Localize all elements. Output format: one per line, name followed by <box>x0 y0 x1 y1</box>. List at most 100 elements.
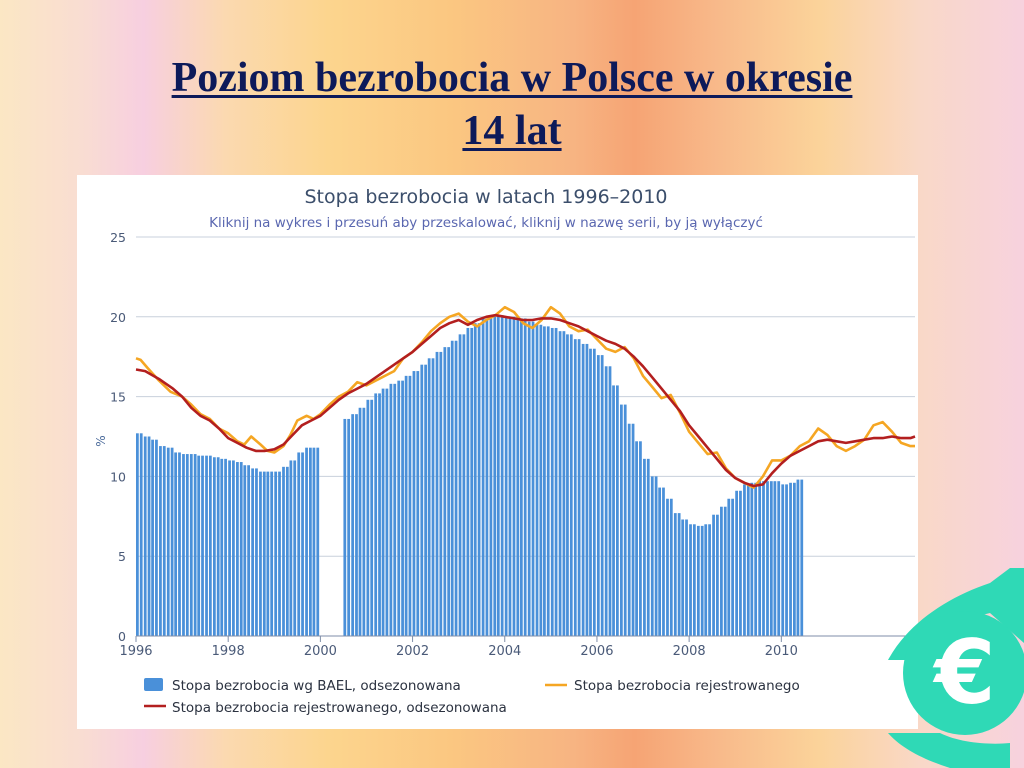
bar-bael[interactable] <box>247 465 251 636</box>
bar-bael[interactable] <box>766 481 769 636</box>
bar-bael[interactable] <box>289 460 293 636</box>
bar-bael[interactable] <box>485 318 489 636</box>
bar-bael[interactable] <box>251 468 255 636</box>
bar-bael[interactable] <box>739 490 742 636</box>
bar-bael[interactable] <box>615 385 619 636</box>
bar-bael[interactable] <box>243 465 247 636</box>
bar-bael[interactable] <box>746 484 750 636</box>
bar-bael[interactable] <box>262 471 266 636</box>
legend-label-bael[interactable]: Stopa bezrobocia wg BAEL, odsezonowana <box>172 678 461 694</box>
bar-bael[interactable] <box>681 519 685 636</box>
line-registered-sa[interactable] <box>135 313 916 488</box>
bar-bael[interactable] <box>159 446 162 636</box>
bar-bael[interactable] <box>566 334 569 636</box>
bar-bael[interactable] <box>689 524 692 636</box>
bar-bael[interactable] <box>716 514 719 636</box>
bar-bael[interactable] <box>523 318 527 636</box>
bar-bael[interactable] <box>220 458 224 636</box>
bar-bael[interactable] <box>704 524 708 636</box>
bar-bael[interactable] <box>408 375 412 636</box>
bar-bael[interactable] <box>404 375 408 636</box>
bar-bael[interactable] <box>412 371 416 636</box>
bar-bael[interactable] <box>228 460 231 636</box>
bar-bael[interactable] <box>147 436 151 637</box>
bar-bael[interactable] <box>781 484 785 636</box>
bar-bael[interactable] <box>635 441 638 636</box>
bar-bael[interactable] <box>193 454 197 636</box>
bar-bael[interactable] <box>239 462 243 636</box>
bar-bael[interactable] <box>735 490 738 636</box>
bar-bael[interactable] <box>658 487 662 636</box>
bar-bael[interactable] <box>696 525 700 636</box>
bar-bael[interactable] <box>785 484 788 636</box>
bar-bael[interactable] <box>189 454 193 636</box>
bar-bael[interactable] <box>143 436 147 637</box>
bar-bael[interactable] <box>639 441 642 636</box>
bar-bael[interactable] <box>447 347 451 636</box>
bar-bael[interactable] <box>454 340 458 636</box>
bar-bael[interactable] <box>612 385 615 636</box>
bar-bael[interactable] <box>316 447 320 636</box>
bar-bael[interactable] <box>777 481 781 636</box>
bar-bael[interactable] <box>516 316 520 636</box>
bar-bael[interactable] <box>470 327 474 636</box>
bar-bael[interactable] <box>155 439 158 636</box>
bar-bael[interactable] <box>170 447 174 636</box>
bar-bael[interactable] <box>723 506 727 636</box>
bar-bael[interactable] <box>720 506 723 636</box>
bar-bael[interactable] <box>439 351 443 636</box>
bar-bael[interactable] <box>370 399 374 636</box>
bar-bael[interactable] <box>800 479 804 636</box>
bar-bael[interactable] <box>178 452 181 636</box>
bar-bael[interactable] <box>569 334 573 636</box>
bar-bael[interactable] <box>473 323 477 636</box>
bar-bael[interactable] <box>435 351 439 636</box>
bar-bael[interactable] <box>646 458 650 636</box>
bar-bael[interactable] <box>182 454 185 636</box>
bar-bael[interactable] <box>666 498 669 636</box>
bar-bael[interactable] <box>546 326 550 636</box>
bar-bael[interactable] <box>466 327 470 636</box>
bar-bael[interactable] <box>393 383 397 636</box>
unemployment-chart[interactable]: Stopa bezrobocia w latach 1996–2010 Klik… <box>77 175 918 729</box>
bar-bael[interactable] <box>259 471 262 636</box>
legend-swatch-bael[interactable] <box>144 678 163 691</box>
bar-bael[interactable] <box>358 407 362 636</box>
bar-bael[interactable] <box>347 418 351 636</box>
bar-bael[interactable] <box>623 404 627 636</box>
bar-bael[interactable] <box>374 393 378 636</box>
bar-bael[interactable] <box>793 482 796 636</box>
bar-bael[interactable] <box>224 458 227 636</box>
bar-bael[interactable] <box>554 327 558 636</box>
bar-bael[interactable] <box>673 513 677 636</box>
bar-bael[interactable] <box>708 524 711 636</box>
bar-bael[interactable] <box>758 481 762 636</box>
bar-bael[interactable] <box>297 452 301 636</box>
bar-bael[interactable] <box>789 482 792 636</box>
bar-bael[interactable] <box>216 457 220 636</box>
bar-bael[interactable] <box>796 479 800 636</box>
bar-bael[interactable] <box>427 358 431 636</box>
bar-bael[interactable] <box>401 380 404 636</box>
bar-bael[interactable] <box>416 371 420 636</box>
bar-bael[interactable] <box>301 452 304 636</box>
bar-bael[interactable] <box>378 393 381 636</box>
bar-bael[interactable] <box>282 466 285 636</box>
bar-bael[interactable] <box>309 447 312 636</box>
bar-bael[interactable] <box>266 471 270 636</box>
bar-bael[interactable] <box>550 327 554 636</box>
bar-bael[interactable] <box>650 476 654 636</box>
bar-bael[interactable] <box>496 315 500 636</box>
bar-bael[interactable] <box>558 331 562 636</box>
bar-bael[interactable] <box>385 388 389 636</box>
bar-bael[interactable] <box>351 414 355 636</box>
bar-bael[interactable] <box>631 423 635 636</box>
bar-bael[interactable] <box>539 324 543 636</box>
bar-bael[interactable] <box>285 466 289 636</box>
bar-bael[interactable] <box>773 481 777 636</box>
bar-bael[interactable] <box>754 482 758 636</box>
bar-bael[interactable] <box>700 525 704 636</box>
bar-bael[interactable] <box>232 460 235 636</box>
bar-bael[interactable] <box>162 446 166 636</box>
bar-bael[interactable] <box>420 364 424 636</box>
